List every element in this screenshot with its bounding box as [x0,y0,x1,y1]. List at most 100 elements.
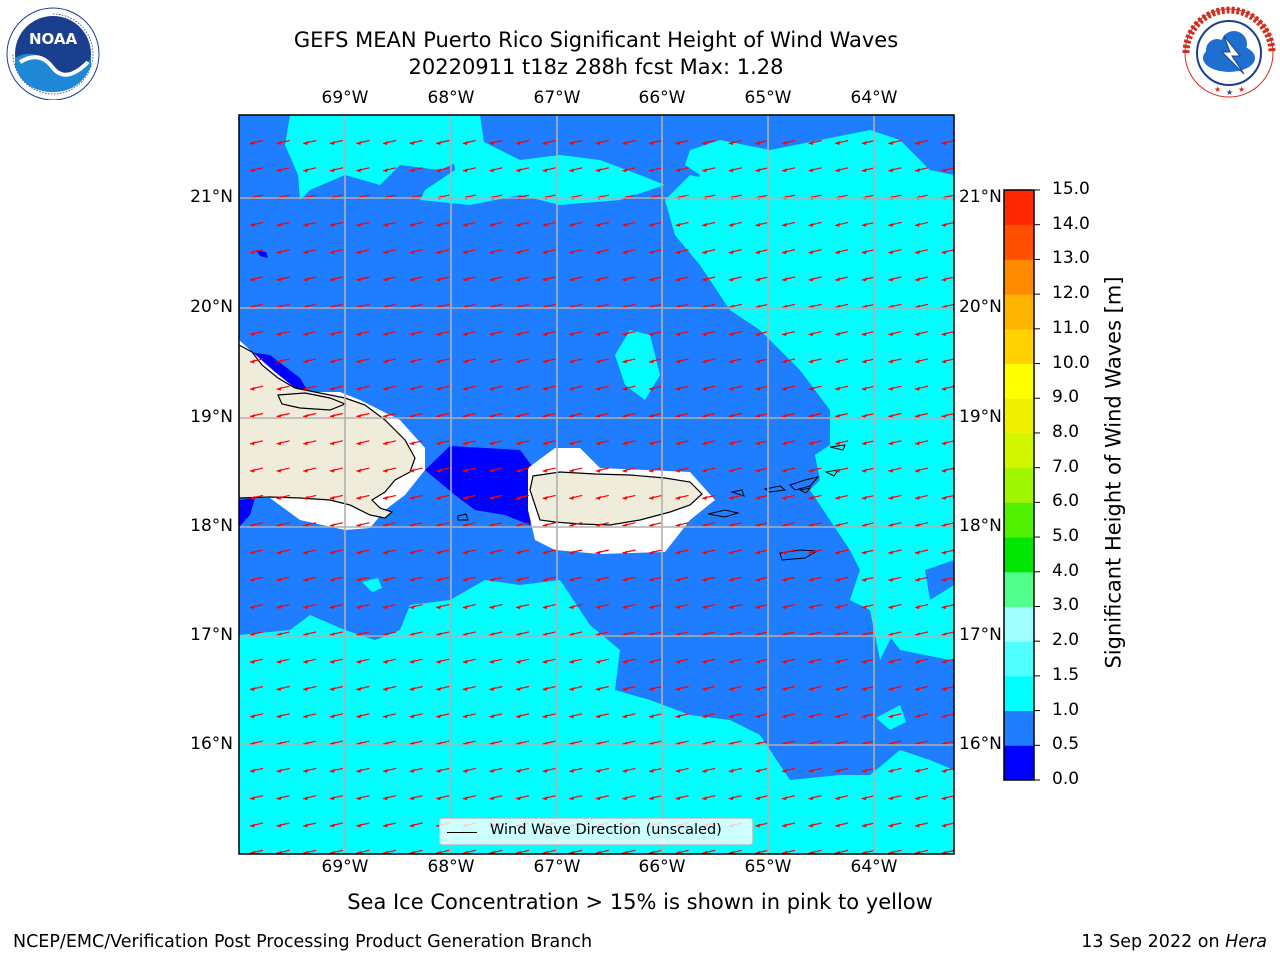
colorbar-frame [1003,189,1035,781]
wave-direction-arrowhead [649,495,654,500]
wave-direction-arrowhead [383,714,388,719]
wave-direction-arrowhead [702,250,708,255]
wave-direction-arrowhead [436,277,442,282]
wave-direction-arrowhead [542,441,548,446]
wave-direction-arrowhead [915,141,920,145]
wave-direction-arrowhead [250,714,255,719]
wave-direction-arrowhead [489,277,495,282]
wave-direction-arrowhead [569,550,575,555]
wave-direction-arrowhead [622,141,628,145]
colorbar-swatch [1004,502,1034,538]
wave-direction-arrowhead [595,359,601,364]
wave-direction-arrowhead [569,850,575,854]
map-legend: Wind Wave Direction (unscaled) [439,818,753,845]
wave-direction-arrowhead [888,222,894,227]
wave-direction-arrowhead [941,850,947,854]
wave-direction-arrowhead [835,495,841,500]
wave-direction-arrowhead [835,823,841,828]
wave-direction-arrowhead [622,659,628,664]
wave-direction-arrowhead [250,796,255,801]
wave-direction-arrowhead [462,850,468,854]
wave-direction-arrowhead [728,605,734,610]
colorbar-tick-label: 12.0 [1052,283,1090,304]
wave-direction-arrowhead [303,222,309,227]
wave-direction-arrowhead [782,277,787,282]
svg-text:★: ★ [1226,88,1233,97]
wave-direction-arrowhead [595,796,601,801]
wave-direction-arrowhead [755,495,761,500]
wave-direction-arrowhead [649,441,654,446]
colorbar-swatch [1004,571,1034,607]
wave-direction-arrowhead [782,714,787,719]
wave-direction-arrowhead [728,359,734,364]
wave-direction-arrowhead [861,768,867,773]
wave-direction-arrowhead [356,277,362,282]
wave-direction-arrowhead [808,714,814,719]
wave-direction-arrowhead [595,222,601,227]
wave-direction-arrowhead [808,386,814,391]
wave-direction-arrowhead [702,605,708,610]
wave-direction-arrowhead [516,332,521,337]
wave-direction-arrowhead [383,414,388,418]
wave-direction-arrowhead [303,168,309,173]
wave-direction-arrowhead [915,823,920,828]
wave-direction-arrowhead [409,823,415,828]
wave-direction-arrowhead [622,687,628,691]
lon-tick-label-top: 67°W [533,88,581,108]
wave-direction-arrowhead [861,277,867,282]
colorbar-swatch [1004,641,1034,677]
wave-band-1.0-1.5-east2 [665,175,954,660]
land-mona [457,513,469,521]
wave-direction-arrowhead [276,577,282,582]
wave-direction-arrowhead [276,441,282,446]
wave-band-0.0-0.5-mona [425,446,540,525]
footer-credit: NCEP/EMC/Verification Post Processing Pr… [13,932,593,952]
wave-direction-arrowhead [436,386,442,391]
wave-direction-arrowhead [303,250,309,255]
wave-direction-arrowhead [462,687,468,691]
wave-direction-arrowhead [383,605,388,610]
wave-direction-arrowhead [755,168,761,173]
wave-direction-arrowhead [755,468,761,473]
wave-direction-arrowhead [489,550,495,555]
wave-direction-arrowhead [702,850,708,854]
wave-direction-arrowhead [329,605,335,610]
lon-tick-label-bottom: 65°W [744,857,792,877]
wave-direction-arrowhead [516,796,521,801]
wave-direction-arrowhead [835,386,841,391]
wave-direction-arrowhead [542,468,548,473]
wave-direction-arrowhead [595,659,601,664]
wave-direction-arrowhead [728,222,734,227]
wave-direction-arrowhead [489,687,495,691]
wave-band-0.0-0.5-dot [256,250,268,258]
wave-direction-arrowhead [808,768,814,773]
lat-tick-label-right: 17°N [959,625,1002,645]
wave-direction-arrowhead [622,495,628,500]
wave-direction-arrowhead [329,768,335,773]
wave-direction-arrowhead [835,714,841,719]
wave-direction-arrowhead [329,141,335,145]
wave-direction-arrowhead [888,605,894,610]
colorbar-swatch [1004,190,1034,226]
wave-direction-arrowhead [649,550,654,555]
wave-direction-arrowhead [915,386,920,391]
wave-direction-arrowhead [702,168,708,173]
wave-direction-arrowhead [516,605,521,610]
wave-direction-arrowhead [436,850,442,854]
wave-direction-arrowhead [462,277,468,282]
wave-direction-arrowhead [941,414,947,418]
wave-direction-arrowhead [276,250,282,255]
wave-direction-arrowhead [649,796,654,801]
wave-direction-arrowhead [569,250,575,255]
wave-direction-arrowhead [782,687,787,691]
wave-direction-arrowhead [675,687,681,691]
wave-direction-arrowhead [675,141,681,145]
land-virgin-islands [763,469,840,494]
wave-direction-arrowhead [675,495,681,500]
wave-direction-arrowhead [329,714,335,719]
colorbar-swatch [1004,259,1034,295]
wave-direction-arrowhead [436,168,442,173]
wave-direction-arrowhead [250,250,255,255]
wave-direction-arrowhead [755,141,761,145]
wave-direction-arrowhead [622,768,628,773]
